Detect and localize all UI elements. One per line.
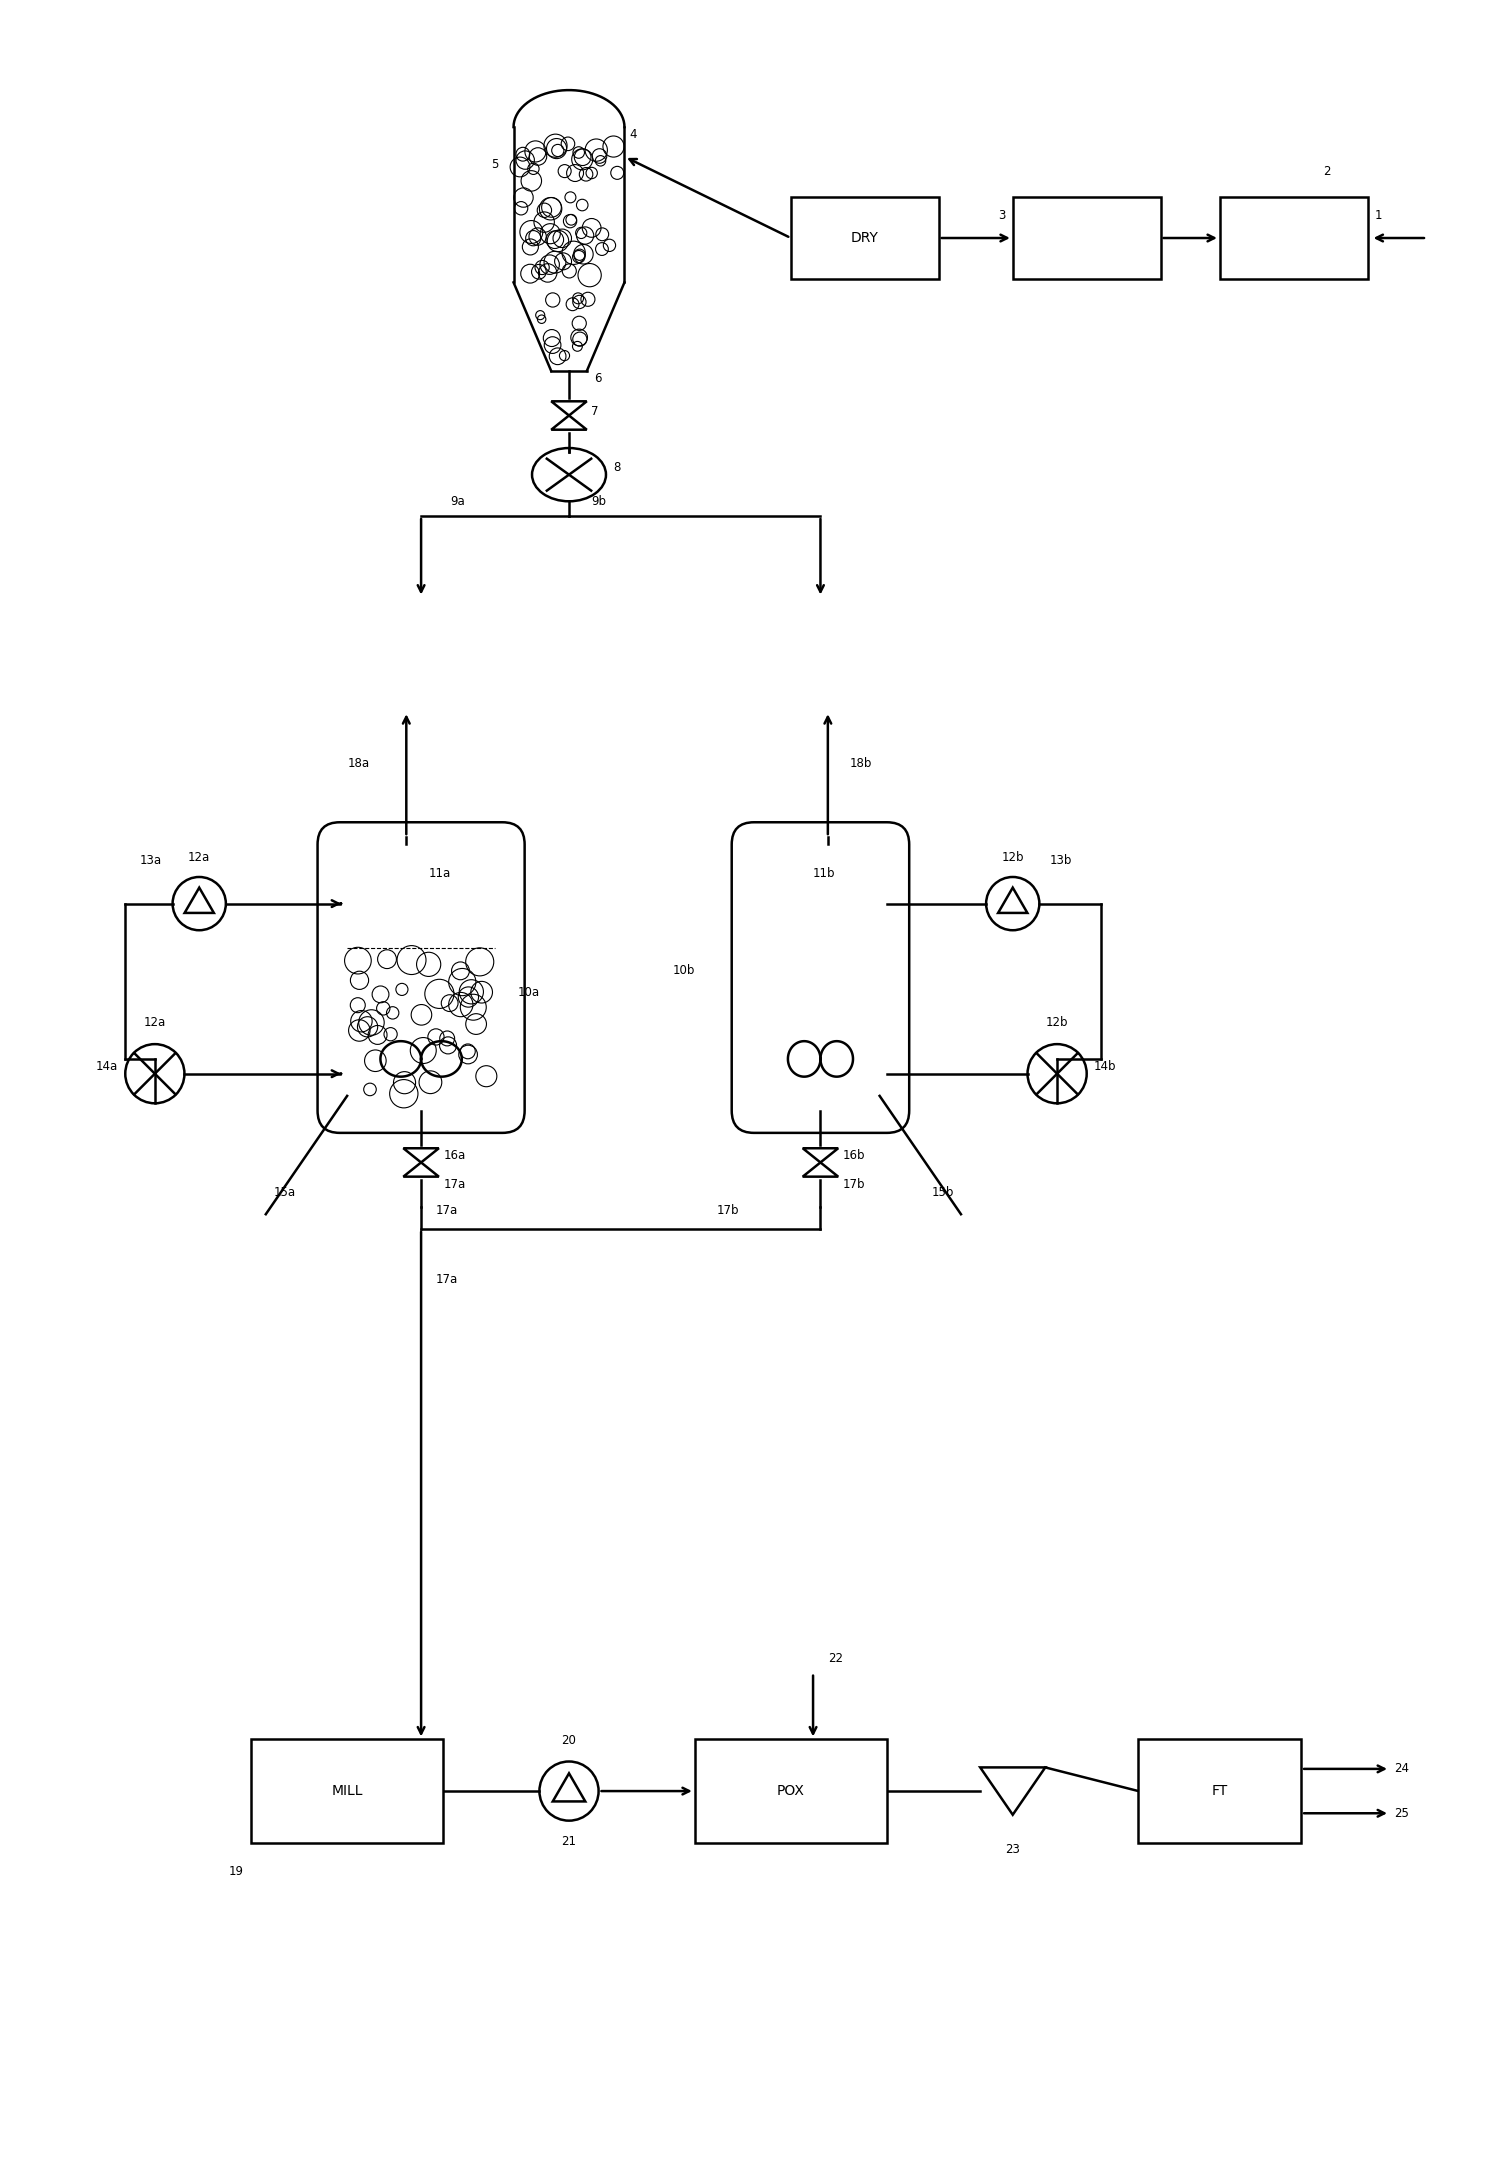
Text: 10a: 10a xyxy=(517,986,539,999)
Bar xyxy=(694,1739,887,1844)
Text: 17b: 17b xyxy=(842,1178,864,1191)
Text: 10b: 10b xyxy=(672,964,694,977)
Bar xyxy=(1220,198,1368,279)
Bar xyxy=(791,198,939,279)
Text: 15a: 15a xyxy=(273,1186,296,1200)
Text: 19: 19 xyxy=(228,1866,243,1879)
Text: FT: FT xyxy=(1212,1785,1227,1798)
Text: 21: 21 xyxy=(561,1835,576,1848)
Text: 15b: 15b xyxy=(932,1186,954,1200)
Text: 16b: 16b xyxy=(842,1149,864,1163)
Text: 3: 3 xyxy=(997,209,1005,222)
Bar xyxy=(1139,1739,1302,1844)
Text: 13b: 13b xyxy=(1050,853,1072,866)
Text: 24: 24 xyxy=(1394,1763,1409,1776)
Text: 11b: 11b xyxy=(814,866,836,880)
Text: 12b: 12b xyxy=(1002,851,1024,864)
Bar xyxy=(251,1739,443,1844)
Text: 14b: 14b xyxy=(1094,1060,1117,1073)
Text: 4: 4 xyxy=(629,128,636,142)
Text: 16a: 16a xyxy=(443,1149,466,1163)
Text: 9b: 9b xyxy=(591,494,606,507)
Text: 9a: 9a xyxy=(451,494,466,507)
Text: 13a: 13a xyxy=(140,853,163,866)
Text: MILL: MILL xyxy=(331,1785,363,1798)
Text: 23: 23 xyxy=(1005,1844,1020,1855)
Text: 17a: 17a xyxy=(443,1178,466,1191)
Text: 5: 5 xyxy=(491,157,499,170)
Text: 20: 20 xyxy=(561,1733,576,1746)
FancyBboxPatch shape xyxy=(732,823,909,1132)
Text: 18a: 18a xyxy=(348,758,369,771)
Text: 12a: 12a xyxy=(143,1017,166,1030)
Text: 25: 25 xyxy=(1394,1807,1409,1820)
Text: 2: 2 xyxy=(1323,165,1330,179)
Text: 14a: 14a xyxy=(96,1060,118,1073)
Text: 17b: 17b xyxy=(717,1204,739,1217)
Bar xyxy=(1012,198,1160,279)
Text: 17a: 17a xyxy=(436,1204,458,1217)
Text: 18b: 18b xyxy=(850,758,872,771)
FancyBboxPatch shape xyxy=(318,823,524,1132)
Text: 1: 1 xyxy=(1375,209,1383,222)
Text: 8: 8 xyxy=(614,462,621,475)
Text: 12a: 12a xyxy=(188,851,211,864)
Text: 11a: 11a xyxy=(428,866,451,880)
Text: DRY: DRY xyxy=(851,231,879,246)
Text: 22: 22 xyxy=(827,1652,844,1665)
Text: POX: POX xyxy=(776,1785,805,1798)
Text: 7: 7 xyxy=(591,405,599,418)
Text: 12b: 12b xyxy=(1047,1017,1069,1030)
Text: 6: 6 xyxy=(594,372,602,385)
Text: 17a: 17a xyxy=(436,1274,458,1287)
